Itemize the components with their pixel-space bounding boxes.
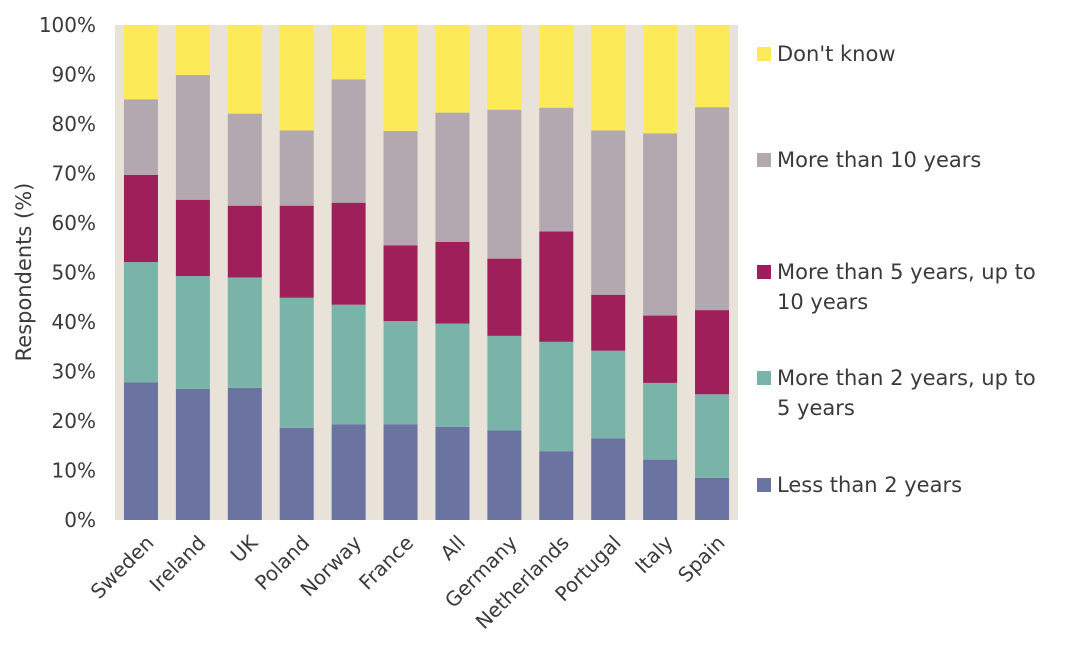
legend-swatch-less-than-2-years [757,478,771,492]
bar-poland-less-than-2-years [279,427,314,520]
bar-france-more-than-2-years-up-to-5-years [383,321,418,425]
bar-germany-more-than-5-years-up-to-10-years [487,258,522,336]
y-tick-label: 0% [64,508,96,532]
bar-france-don-t-know [383,25,418,131]
bar-all-don-t-know [435,25,470,113]
bar-norway-more-than-2-years-up-to-5-years [331,304,366,425]
legend-swatch-more-than-5-years-up-to-10-years [757,265,771,279]
x-tick-label-uk: UK [226,530,263,567]
bar-portugal-more-than-5-years-up-to-10-years [591,294,626,351]
bar-netherlands-more-than-2-years-up-to-5-years [539,341,574,452]
bar-germany-less-than-2-years [487,430,522,520]
bar-uk-more-than-2-years-up-to-5-years [227,277,262,388]
y-tick-label: 10% [52,459,96,483]
y-tick-label: 70% [52,162,96,186]
bar-france-more-than-10-years [383,130,418,246]
legend-label-more-than-5-years-up-to-10-years: More than 5 years, up to 10 years [777,260,1036,314]
y-tick-label: 20% [52,409,96,433]
y-tick-label: 100% [39,13,96,37]
bar-netherlands-less-than-2-years [539,451,574,520]
bar-norway-more-than-5-years-up-to-10-years [331,202,366,305]
y-tick-label: 80% [52,112,96,136]
bar-norway-more-than-10-years [331,79,366,203]
bar-uk-less-than-2-years [227,387,262,520]
bar-france-more-than-5-years-up-to-10-years [383,245,418,322]
y-tick-label: 90% [52,63,96,87]
bar-portugal-more-than-10-years [591,130,626,295]
bar-germany-don-t-know [487,25,522,110]
legend-swatch-don-t-know [757,47,771,61]
bar-all-more-than-2-years-up-to-5-years [435,323,470,427]
bar-portugal-don-t-know [591,25,626,131]
bar-netherlands-more-than-10-years [539,107,574,232]
bar-ireland-more-than-10-years [175,75,210,200]
y-axis-label: Respondents (%) [12,183,36,362]
legend-label-more-than-10-years: More than 10 years [777,148,981,172]
y-tick-label: 30% [52,360,96,384]
bar-ireland-more-than-2-years-up-to-5-years [175,275,210,389]
bar-portugal-more-than-2-years-up-to-5-years [591,350,626,439]
y-tick-label: 40% [52,310,96,334]
bar-norway-don-t-know [331,25,366,80]
bar-spain-more-than-5-years-up-to-10-years [695,310,730,395]
bar-sweden-more-than-2-years-up-to-5-years [123,262,158,383]
bar-sweden-more-than-5-years-up-to-10-years [123,174,158,263]
y-tick-labels: 0% 10% 20% 30% 40% 50% 60% 70% 80% 90% 100% [39,13,96,532]
legend-label-less-than-2-years: Less than 2 years [777,473,962,497]
bar-france-less-than-2-years [383,424,418,520]
bar-spain-more-than-10-years [695,107,730,311]
bar-netherlands-more-than-5-years-up-to-10-years [539,231,574,342]
bar-ireland-less-than-2-years [175,388,210,520]
bar-italy-less-than-2-years [643,459,678,520]
plot-background [115,25,738,520]
bar-spain-less-than-2-years [695,477,730,520]
legend-swatch-more-than-2-years-up-to-5-years [757,371,771,385]
legend-label-more-than-2-years-up-to-5-years: More than 2 years, up to 5 years [777,366,1036,420]
bar-uk-don-t-know [227,25,262,114]
x-tick-label-france: France [354,531,418,595]
y-tick-label: 50% [52,261,96,285]
legend-label-don-t-know: Don't know [777,42,896,66]
bar-sweden-more-than-10-years [123,99,158,175]
bar-italy-more-than-10-years [643,133,678,316]
bar-italy-more-than-5-years-up-to-10-years [643,315,678,383]
x-tick-label-spain: Spain [673,531,729,587]
legend-swatch-more-than-10-years [757,153,771,167]
x-tick-label-italy: Italy [630,530,678,578]
bar-uk-more-than-10-years [227,113,262,206]
x-tick-label-ireland: Ireland [145,531,211,597]
bar-poland-don-t-know [279,25,314,131]
bar-germany-more-than-10-years [487,109,522,259]
bar-sweden-don-t-know [123,25,158,100]
bar-italy-more-than-2-years-up-to-5-years [643,382,678,460]
bar-sweden-less-than-2-years [123,382,158,520]
bar-germany-more-than-2-years-up-to-5-years [487,335,522,431]
bar-poland-more-than-2-years-up-to-5-years [279,297,314,428]
bar-all-more-than-10-years [435,112,470,242]
bar-italy-don-t-know [643,25,678,134]
bars-group [123,25,730,520]
x-tick-label-all: All [435,531,470,566]
y-tick-label: 60% [52,211,96,235]
bar-poland-more-than-10-years [279,130,314,206]
x-tick-label-sweden: Sweden [86,531,159,604]
bar-ireland-more-than-5-years-up-to-10-years [175,199,210,276]
bar-uk-more-than-5-years-up-to-10-years [227,205,262,278]
bar-all-less-than-2-years [435,426,470,520]
bar-ireland-don-t-know [175,25,210,75]
bar-all-more-than-5-years-up-to-10-years [435,241,470,324]
bar-netherlands-don-t-know [539,25,574,108]
legend: Don't know More than 10 years More than 5 … [757,42,1036,497]
bar-spain-more-than-2-years-up-to-5-years [695,394,730,478]
bar-norway-less-than-2-years [331,424,366,520]
bar-spain-don-t-know [695,25,730,108]
bar-poland-more-than-5-years-up-to-10-years [279,205,314,298]
bar-portugal-less-than-2-years [591,438,626,520]
